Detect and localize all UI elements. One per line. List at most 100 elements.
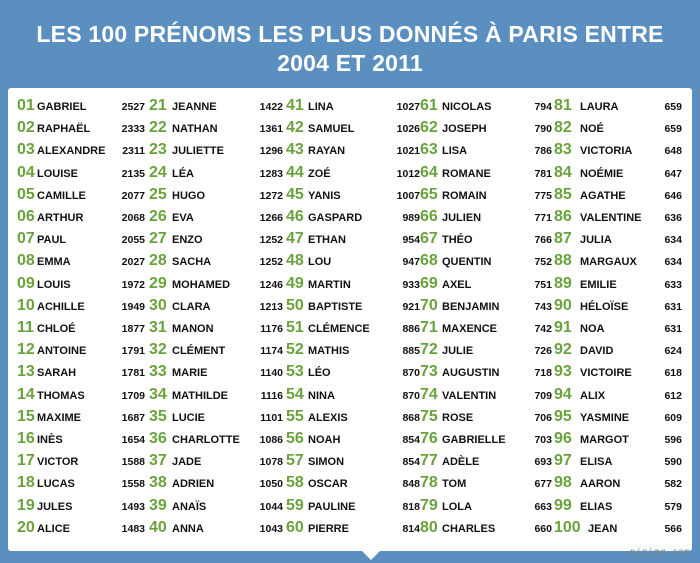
first-name: MANON: [172, 323, 214, 335]
rank-number: 84: [554, 163, 572, 181]
rank-number: 96: [554, 430, 572, 447]
rank-number: 92: [554, 341, 572, 359]
rank-number: 40: [149, 518, 167, 536]
first-name: NOÉ: [580, 123, 604, 136]
first-name: SIMON: [308, 456, 345, 469]
first-name: SAMUEL: [308, 123, 355, 136]
rank-number: 65: [420, 185, 438, 203]
birth-count: 706: [534, 411, 552, 424]
rank-number: 83: [554, 141, 572, 159]
rank-number: 82: [554, 119, 572, 137]
first-name: JULES: [37, 500, 73, 513]
first-name: GASPARD: [308, 212, 363, 224]
birth-count: 590: [664, 456, 682, 469]
first-name: AUGUSTIN: [442, 367, 500, 380]
rank-number: 26: [149, 208, 167, 225]
first-name: MARIE: [172, 367, 208, 380]
birth-count: 1791: [121, 345, 145, 358]
rank-number: 51: [286, 319, 304, 336]
first-name: LOUIS: [37, 278, 71, 291]
first-name: AXEL: [442, 278, 472, 291]
first-name: LUCAS: [37, 478, 75, 491]
birth-count: 742: [534, 323, 552, 335]
first-name: OSCAR: [308, 478, 348, 491]
birth-count: 1086: [259, 434, 283, 446]
title-line-2: 2004 ET 2011: [277, 50, 423, 76]
first-name: LOUISE: [37, 167, 78, 180]
birth-count: 1021: [396, 145, 420, 158]
first-name: AGATHE: [580, 189, 626, 202]
birth-count: 1176: [260, 323, 283, 335]
birth-count: 921: [402, 300, 420, 313]
first-name: JEAN: [588, 522, 618, 535]
birth-count: 752: [534, 256, 552, 269]
title-line-1: LES 100 PRÉNOMS LES PLUS DONNÉS À PARIS …: [36, 21, 664, 47]
rank-number: 02: [17, 119, 35, 137]
first-name: YANIS: [308, 189, 341, 202]
rank-number: 16: [17, 430, 35, 447]
rank-number: 78: [420, 474, 438, 492]
birth-count: 2068: [121, 212, 145, 224]
birth-count: 659: [664, 101, 682, 113]
rank-number: 100: [554, 518, 581, 536]
first-name: BENJAMIN: [442, 300, 500, 313]
first-name: ETHAN: [308, 234, 346, 247]
birth-count: 1050: [259, 478, 283, 491]
rank-number: 62: [420, 119, 438, 137]
birth-count: 947: [402, 256, 420, 269]
first-name: ROSE: [442, 411, 474, 424]
birth-count: 854: [402, 434, 420, 446]
first-name: LÉA: [172, 167, 194, 180]
rank-number: 04: [17, 163, 35, 181]
first-name: MARTIN: [308, 278, 351, 291]
first-name: INÈS: [37, 434, 63, 446]
birth-count: 1266: [259, 212, 283, 224]
birth-count: 1252: [259, 234, 283, 247]
rank-number: 31: [149, 319, 167, 336]
rank-number: 22: [149, 119, 167, 137]
birth-count: 814: [402, 522, 420, 535]
birth-count: 631: [664, 300, 682, 313]
birth-count: 1483: [121, 522, 145, 535]
birth-count: 2311: [122, 145, 145, 158]
first-name: ALEXIS: [308, 411, 348, 424]
rank-number: 55: [286, 407, 304, 425]
first-name: AARON: [580, 478, 621, 491]
first-name: ANNA: [172, 522, 204, 535]
birth-count: 1044: [259, 500, 283, 513]
birth-count: 886: [402, 323, 420, 335]
rank-number: 14: [17, 385, 35, 403]
first-name: CLARA: [172, 300, 211, 313]
first-name: JULIE: [442, 345, 474, 358]
first-name: ROMANE: [442, 167, 491, 180]
birth-count: 1078: [259, 456, 283, 469]
rank-number: 38: [149, 474, 167, 492]
header-band: LES 100 PRÉNOMS LES PLUS DONNÉS À PARIS …: [0, 0, 700, 84]
rank-number: 97: [554, 452, 572, 470]
first-name: JOSEPH: [442, 123, 487, 136]
first-name: ENZO: [172, 234, 203, 247]
birth-count: 2055: [121, 234, 145, 247]
rank-number: 80: [420, 518, 438, 536]
rank-number: 28: [149, 252, 167, 270]
rank-number: 41: [286, 97, 304, 114]
first-name: LOLA: [442, 500, 472, 513]
birth-count: 1246: [259, 278, 283, 291]
birth-count: 870: [402, 389, 420, 402]
first-name: DAVID: [580, 345, 614, 358]
birth-count: 663: [534, 500, 552, 513]
birth-count: 647: [664, 167, 682, 180]
first-name: BAPTISTE: [308, 300, 363, 313]
rank-number: 69: [420, 274, 438, 292]
rank-number: 90: [554, 296, 572, 314]
first-name: NATHAN: [172, 123, 218, 136]
first-name: VICTORIA: [580, 145, 633, 158]
birth-count: 609: [664, 411, 682, 424]
birth-count: 677: [534, 478, 552, 491]
birth-count: 1101: [260, 411, 283, 424]
rank-number: 03: [17, 141, 35, 159]
birth-count: 633: [664, 278, 682, 291]
rank-number: 74: [420, 385, 438, 403]
first-name: PAUL: [37, 234, 67, 247]
rank-number: 05: [17, 185, 35, 203]
